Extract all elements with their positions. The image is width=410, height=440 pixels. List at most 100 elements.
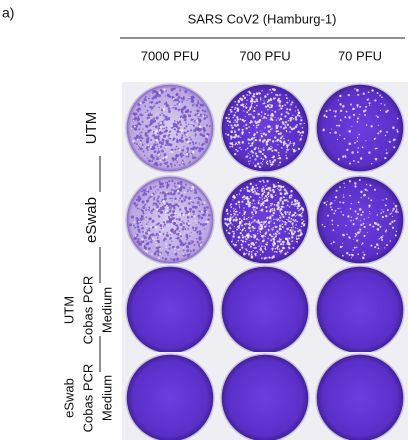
plaque xyxy=(188,141,192,145)
plaque xyxy=(278,164,280,166)
plaque xyxy=(182,149,185,151)
plaque xyxy=(203,209,207,213)
plaque xyxy=(255,184,257,186)
plaque xyxy=(154,238,156,241)
plaque xyxy=(233,226,235,228)
plaque xyxy=(190,242,193,245)
plaque xyxy=(258,228,261,230)
plaque xyxy=(168,206,172,210)
plaque xyxy=(198,143,201,145)
plaque xyxy=(198,245,201,248)
plaque xyxy=(147,231,151,234)
plaque xyxy=(166,186,169,189)
plaque xyxy=(195,103,199,107)
plaque xyxy=(325,110,328,113)
plaque xyxy=(353,246,356,249)
plaque xyxy=(301,130,305,134)
plaque xyxy=(255,126,258,129)
plaque xyxy=(167,107,171,110)
plaque xyxy=(356,246,358,249)
plaque xyxy=(194,205,198,209)
plaque xyxy=(136,203,139,205)
plaque xyxy=(239,212,241,214)
plaque xyxy=(299,139,301,141)
plaque xyxy=(273,88,276,92)
plaque xyxy=(346,148,349,152)
plaque xyxy=(157,132,159,135)
plaque xyxy=(381,209,383,211)
plaque xyxy=(252,215,254,218)
plaque xyxy=(252,199,255,202)
plaque xyxy=(261,239,265,243)
plaque xyxy=(182,249,185,252)
plaque xyxy=(284,126,287,129)
plaque xyxy=(350,103,352,106)
plaque xyxy=(295,149,297,151)
plaque xyxy=(253,188,256,190)
plaque xyxy=(348,180,352,183)
plaque xyxy=(255,221,258,223)
plaque xyxy=(169,203,172,206)
plaque xyxy=(137,195,141,199)
plaque xyxy=(357,147,359,149)
plaque xyxy=(365,140,367,142)
plaque xyxy=(263,102,266,105)
plaque xyxy=(185,155,188,158)
plaque xyxy=(266,93,269,96)
plaque xyxy=(239,248,242,251)
plaque xyxy=(229,108,232,111)
plaque xyxy=(393,219,396,222)
plaque xyxy=(300,231,302,234)
plaque xyxy=(294,116,298,119)
plaque xyxy=(257,113,260,116)
plaque xyxy=(138,230,141,233)
plaque xyxy=(351,125,353,127)
plaque xyxy=(188,202,191,205)
plaque xyxy=(170,125,173,128)
plaque xyxy=(145,250,148,253)
plaque xyxy=(279,243,283,246)
plaque xyxy=(165,156,168,159)
plaque xyxy=(232,235,235,238)
plaque xyxy=(236,110,238,112)
plaque xyxy=(194,113,197,117)
plaque xyxy=(297,109,300,112)
plaque xyxy=(142,212,145,215)
plaque xyxy=(148,247,151,251)
plaque xyxy=(142,205,146,210)
plaque xyxy=(245,149,247,151)
plaque xyxy=(379,130,382,133)
plaque xyxy=(157,209,161,213)
plaque xyxy=(299,213,302,217)
plaque xyxy=(274,136,277,139)
plaque xyxy=(159,114,162,116)
plaque xyxy=(274,232,277,234)
plaque xyxy=(284,142,287,145)
plaque xyxy=(284,230,286,233)
plaque xyxy=(181,220,184,223)
plaque xyxy=(288,232,291,235)
plaque xyxy=(241,196,244,199)
plaque xyxy=(271,256,274,259)
plaque xyxy=(159,121,162,125)
plaque xyxy=(162,119,165,121)
plaque xyxy=(236,193,238,196)
plaque xyxy=(271,207,274,210)
plaque xyxy=(376,253,379,255)
plaque xyxy=(232,199,234,201)
plaque xyxy=(154,150,157,153)
plaque xyxy=(330,243,332,245)
plaque xyxy=(166,231,168,234)
plaque xyxy=(289,214,291,216)
plaque xyxy=(145,112,147,115)
plaque xyxy=(266,179,269,183)
plaque xyxy=(374,147,377,150)
plaque xyxy=(142,188,146,192)
plaque xyxy=(298,111,301,114)
plaque xyxy=(250,235,253,238)
well-disc xyxy=(125,353,215,440)
plaque xyxy=(146,157,149,159)
plaque xyxy=(252,95,255,98)
plaque xyxy=(252,116,256,119)
plaque xyxy=(251,155,254,157)
